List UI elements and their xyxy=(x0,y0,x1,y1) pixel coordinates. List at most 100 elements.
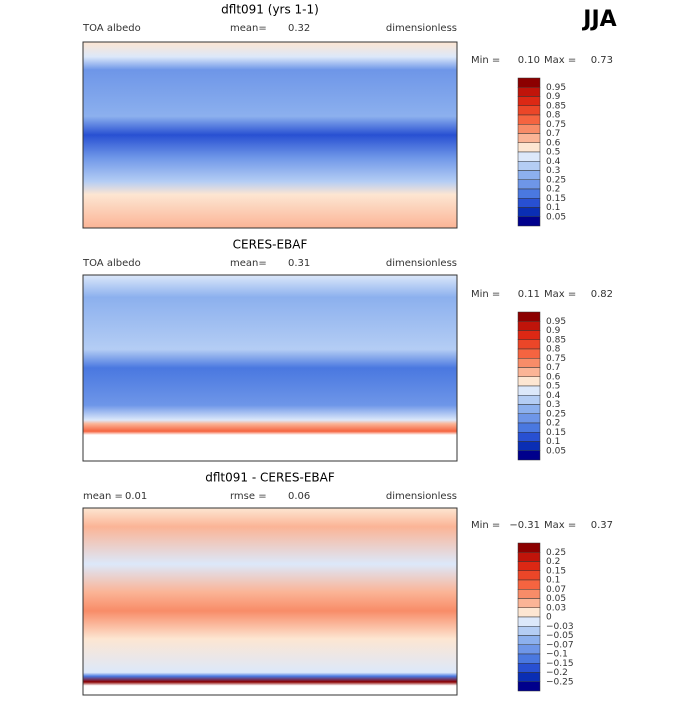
colorbar-label: −0.07 xyxy=(546,640,574,650)
colorbar-box xyxy=(517,681,541,692)
colorbar-box xyxy=(517,441,541,451)
colorbar-label: 0.95 xyxy=(546,83,566,93)
min-value: −0.31 xyxy=(509,520,540,531)
units: dimensionless xyxy=(386,23,457,34)
colorbar-box xyxy=(517,311,541,322)
colorbar-box xyxy=(517,339,541,350)
stat-value: 0.32 xyxy=(288,23,310,34)
units: dimensionless xyxy=(386,258,457,269)
colorbar-box xyxy=(517,663,541,673)
colorbar-label: 0.1 xyxy=(546,576,560,586)
map xyxy=(82,507,458,696)
max-value: 0.73 xyxy=(591,55,613,66)
colorbar-label: 0.85 xyxy=(546,335,566,345)
colorbar-label: 0.85 xyxy=(546,101,566,111)
colorbar-label: 0.15 xyxy=(546,194,566,204)
colorbar-box xyxy=(517,330,541,340)
colorbar-box xyxy=(517,598,541,608)
colorbar-label: 0.9 xyxy=(546,326,561,336)
colorbar-box xyxy=(517,607,541,618)
colorbar-box xyxy=(517,179,541,190)
colorbar-box xyxy=(517,348,541,359)
colorbar-label: 0.3 xyxy=(546,400,560,410)
min-value: 0.11 xyxy=(518,289,540,300)
min-value: 0.10 xyxy=(518,55,540,66)
colorbar-box xyxy=(517,561,541,571)
season: JJA xyxy=(581,7,616,32)
colorbar-box xyxy=(517,589,541,599)
colorbar-label: 0.15 xyxy=(546,566,566,576)
colorbar-box xyxy=(517,96,541,106)
colorbar-label: 0.1 xyxy=(546,437,560,447)
colorbar-label: 0.03 xyxy=(546,603,566,613)
colorbar-box xyxy=(517,570,541,581)
colorbar-box xyxy=(517,413,541,424)
colorbar-box xyxy=(517,579,541,590)
colorbar-label: 0.1 xyxy=(546,203,560,213)
colorbar-box xyxy=(517,450,541,461)
colorbar-box xyxy=(517,644,541,655)
colorbar-label: 0.3 xyxy=(546,166,560,176)
map xyxy=(82,41,458,229)
colorbar-box xyxy=(517,404,541,414)
colorbar-box xyxy=(517,198,541,208)
colorbar-box xyxy=(517,87,541,97)
colorbar-label: 0.05 xyxy=(546,446,566,456)
colorbar-box xyxy=(517,367,541,377)
max-label: Max = xyxy=(544,289,576,300)
colorbar-box xyxy=(517,395,541,405)
panel-title: dflt091 (yrs 1-1) xyxy=(221,3,319,17)
colorbar-box xyxy=(517,151,541,162)
colorbar-box xyxy=(517,358,541,368)
colorbar-box xyxy=(517,188,541,199)
max-value: 0.82 xyxy=(591,289,613,300)
colorbar-box xyxy=(517,385,541,396)
colorbar-box xyxy=(517,552,541,562)
max-label: Max = xyxy=(544,520,576,531)
colorbar-box xyxy=(517,207,541,217)
colorbar-label: −0.05 xyxy=(546,631,574,641)
colorbar-box xyxy=(517,616,541,627)
variable: TOA albedo xyxy=(82,23,141,34)
colorbar-label: −0.03 xyxy=(546,622,574,632)
mean-value: 0.01 xyxy=(125,491,147,502)
stat-label: mean= xyxy=(230,258,267,269)
colorbar-label: 0.75 xyxy=(546,354,566,364)
min-label: Min = xyxy=(471,55,500,66)
colorbar-box xyxy=(517,626,541,636)
colorbar-label: 0.6 xyxy=(546,138,561,148)
colorbar-box xyxy=(517,376,541,387)
colorbar-label: 0.6 xyxy=(546,372,561,382)
colorbar-box xyxy=(517,77,541,88)
colorbar-box xyxy=(517,321,541,331)
colorbar-label: 0.07 xyxy=(546,585,566,595)
colorbar-box xyxy=(517,542,541,553)
min-label: Min = xyxy=(471,520,500,531)
colorbar-label: 0.7 xyxy=(546,363,560,373)
max-value: 0.37 xyxy=(591,520,613,531)
variable: TOA albedo xyxy=(82,258,141,269)
colorbar-label: 0.4 xyxy=(546,157,561,167)
colorbar-box xyxy=(517,105,541,116)
colorbar-box xyxy=(517,114,541,125)
colorbar-label: 0.25 xyxy=(546,548,566,558)
colorbar-label: 0.15 xyxy=(546,428,566,438)
colorbar-box xyxy=(517,142,541,153)
map xyxy=(82,274,458,462)
colorbar-label: 0.2 xyxy=(546,185,560,195)
colorbar-label: 0.25 xyxy=(546,409,566,419)
colorbar-label: −0.1 xyxy=(546,650,568,660)
min-label: Min = xyxy=(471,289,500,300)
mean-label: mean = xyxy=(83,491,123,502)
colorbar-label: 0.8 xyxy=(546,345,561,355)
colorbar-label: −0.2 xyxy=(546,668,568,678)
colorbar-label: 0.7 xyxy=(546,129,560,139)
stat-value: 0.06 xyxy=(288,491,310,502)
units: dimensionless xyxy=(386,491,457,502)
colorbar-label: 0.25 xyxy=(546,175,566,185)
colorbar-box xyxy=(517,635,541,645)
max-label: Max = xyxy=(544,55,576,66)
stat-value: 0.31 xyxy=(288,258,310,269)
colorbar-box xyxy=(517,672,541,682)
